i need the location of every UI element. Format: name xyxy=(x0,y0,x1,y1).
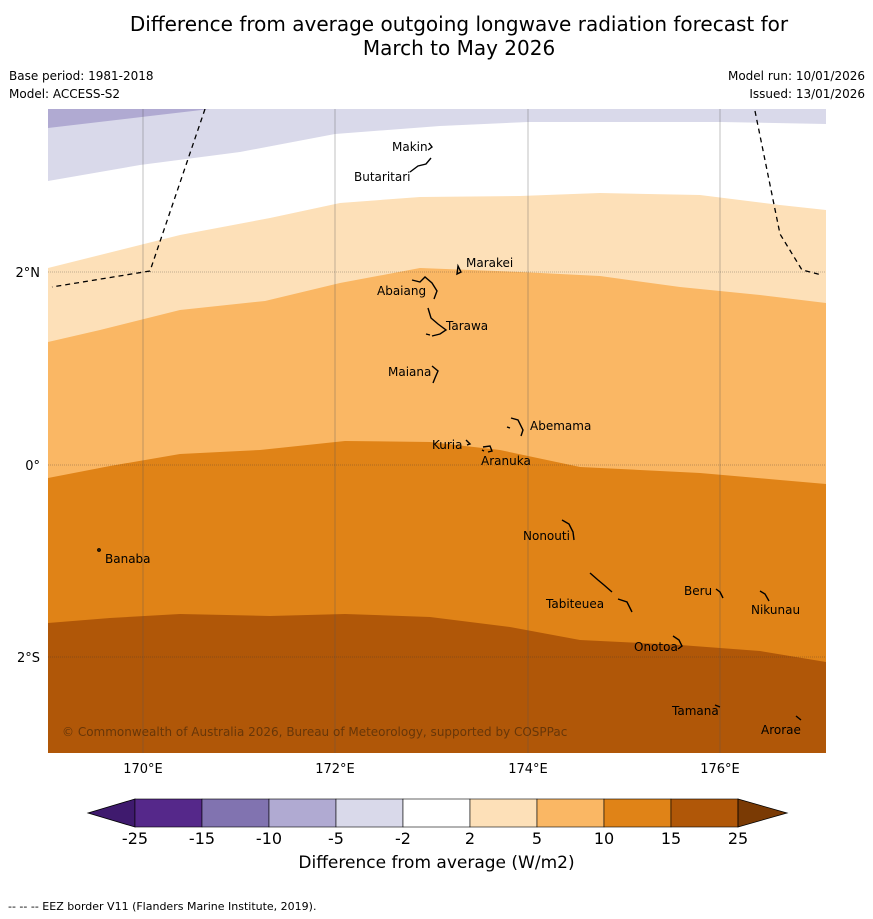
copyright-text: © Commonwealth of Australia 2026, Bureau… xyxy=(62,725,567,739)
band-15-25 xyxy=(48,614,826,753)
label-maiana: Maiana xyxy=(388,365,431,379)
colorbar-segment xyxy=(469,798,538,828)
lat-gridlines xyxy=(48,271,826,658)
label-tabiteuea: Tabiteuea xyxy=(545,597,604,611)
label-nikunau: Nikunau xyxy=(751,603,800,617)
nonouti-outline xyxy=(561,519,575,541)
island-outlines xyxy=(97,142,802,721)
model-run: Model run: 10/01/2026 xyxy=(727,69,865,83)
colorbar-tick-label: 5 xyxy=(532,829,542,848)
eez-footnote: -- -- -- EEZ border V11 (Flanders Marine… xyxy=(8,900,317,913)
eez-border-west xyxy=(51,109,206,288)
colorbar-segment xyxy=(268,798,337,828)
tabiteuea-outline xyxy=(589,572,633,613)
colorbar-tick-label: 15 xyxy=(661,829,681,848)
issued-date: Issued: 13/01/2026 xyxy=(749,87,865,101)
beru-outline xyxy=(715,588,724,599)
colorbar-segment xyxy=(201,798,270,828)
colorbar-extend-low xyxy=(86,798,136,828)
lat-tick-2s: 2°S xyxy=(17,651,40,666)
gridlines xyxy=(142,109,721,753)
label-onotoa: Onotoa xyxy=(634,640,678,654)
map-title: Difference from average outgoing longwav… xyxy=(0,12,873,60)
label-abemama: Abemama xyxy=(530,419,591,433)
colorbar-tick-label: 2 xyxy=(465,829,475,848)
colorbar-segment xyxy=(670,798,739,828)
marakei-outline xyxy=(456,263,462,276)
lat-tick-0: 0° xyxy=(25,459,40,474)
title-line-2: March to May 2026 xyxy=(362,36,556,60)
title-line-1: Difference from average outgoing longwav… xyxy=(129,12,789,36)
colorbar-segment xyxy=(603,798,672,828)
colorbar-segment xyxy=(402,798,471,828)
band-minus-10 xyxy=(48,109,210,128)
abaiang-outline xyxy=(411,276,438,300)
colorbar-tick-label: -5 xyxy=(328,829,344,848)
lon-tick-170: 170°E xyxy=(123,762,163,777)
island-labels: Makin Butaritari Marakei Abaiang Tarawa … xyxy=(105,140,801,737)
colorbar-tick-label: -25 xyxy=(122,829,148,848)
tarawa-outline xyxy=(425,307,448,337)
colorbar-tick-label: 25 xyxy=(728,829,748,848)
eez-border-east xyxy=(754,110,823,276)
maiana-outline xyxy=(431,365,439,384)
colorbar-tick-label: -15 xyxy=(189,829,215,848)
label-butaritari: Butaritari xyxy=(354,170,411,184)
colorbar-segment xyxy=(536,798,605,828)
lat-tick-2n: 2°N xyxy=(16,266,41,281)
band-minus-5 xyxy=(48,109,826,181)
colorbar-tick-label: 10 xyxy=(594,829,614,848)
label-marakei: Marakei xyxy=(466,256,513,270)
kuria-outline xyxy=(465,439,472,446)
label-aranuka: Aranuka xyxy=(481,454,531,468)
aranuka-outline xyxy=(481,445,493,453)
label-abaiang: Abaiang xyxy=(377,284,426,298)
base-period: Base period: 1981-2018 xyxy=(9,69,154,83)
lon-tick-176: 176°E xyxy=(700,762,740,777)
colorbar-extend-high xyxy=(737,798,789,828)
label-tarawa: Tarawa xyxy=(445,319,488,333)
model-name: Model: ACCESS-S2 xyxy=(9,87,121,101)
colorbar: -25 -15 -10 -5 -2 2 5 10 15 25 xyxy=(86,798,789,848)
onotoa-outline xyxy=(672,635,683,650)
colorbar-segment xyxy=(335,798,404,828)
colorbar-tick-label: -2 xyxy=(395,829,411,848)
arorae-outline xyxy=(795,715,802,721)
makin-outline xyxy=(427,142,433,151)
colorbar-segment xyxy=(134,798,203,828)
colorbar-tick-label: -10 xyxy=(256,829,282,848)
label-kuria: Kuria xyxy=(432,438,463,452)
label-beru: Beru xyxy=(684,584,712,598)
label-makin: Makin xyxy=(392,140,428,154)
map-area: Makin Butaritari Marakei Abaiang Tarawa … xyxy=(48,109,826,753)
butaritari-outline xyxy=(409,157,432,173)
lon-tick-172: 172°E xyxy=(315,762,355,777)
lon-tick-174: 174°E xyxy=(508,762,548,777)
abemama-outline xyxy=(506,417,524,437)
colorbar-title: Difference from average (W/m2) xyxy=(298,853,575,873)
label-nonouti: Nonouti xyxy=(523,529,570,543)
label-banaba: Banaba xyxy=(105,552,151,566)
axis-labels: 170°E 172°E 174°E 176°E 2°N 0° 2°S xyxy=(16,266,740,777)
nikunau-outline xyxy=(759,590,770,602)
label-tamana: Tamana xyxy=(671,704,719,718)
tamana-outline xyxy=(714,704,721,708)
banaba-outline xyxy=(97,548,101,552)
meta-right: Model run: 10/01/2026 Issued: 13/01/2026 xyxy=(728,69,865,105)
label-arorae: Arorae xyxy=(761,723,801,737)
meta-left: Base period: 1981-2018 Model: ACCESS-S2 xyxy=(9,69,154,105)
